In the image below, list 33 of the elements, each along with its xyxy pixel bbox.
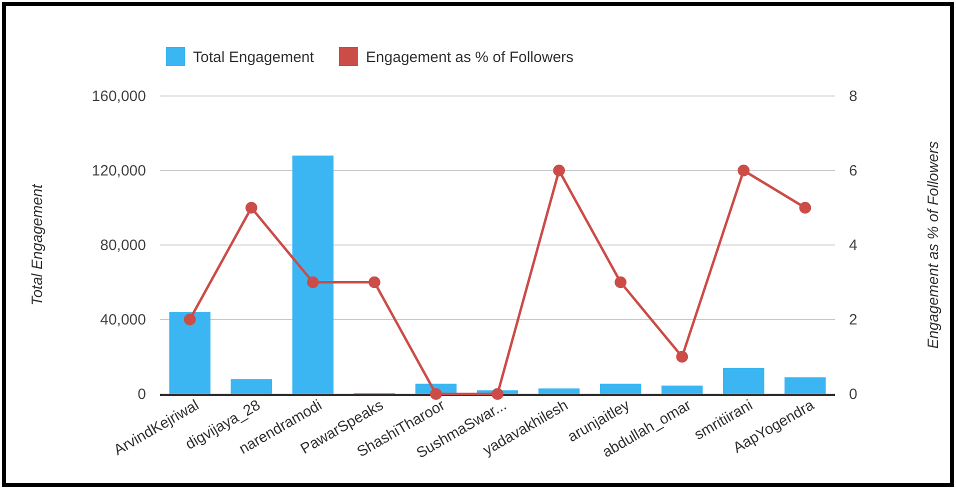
bar <box>784 377 826 394</box>
point <box>368 276 380 288</box>
y2-tick-label: 6 <box>849 162 858 180</box>
legend-label: Total Engagement <box>193 49 315 66</box>
y2-axis-title: Engagement as % of Followers <box>925 140 942 349</box>
point <box>738 164 750 176</box>
bar <box>661 386 703 394</box>
bar <box>723 368 764 394</box>
bar <box>169 312 210 394</box>
bar <box>230 379 272 394</box>
bar <box>600 384 642 394</box>
point <box>799 202 812 214</box>
point <box>553 164 565 176</box>
point <box>492 388 504 400</box>
y2-tick-label: 2 <box>849 311 858 328</box>
y-tick-label: 160,000 <box>92 88 146 105</box>
point <box>245 202 258 214</box>
point <box>306 276 319 288</box>
point <box>184 314 196 326</box>
y2-tick-label: 0 <box>849 386 858 403</box>
point <box>614 276 626 288</box>
y2-tick-label: 8 <box>849 88 858 105</box>
y-tick-label: 40,000 <box>100 311 146 328</box>
y-tick-label: 120,000 <box>92 162 146 180</box>
y-axis-title: Total Engagement <box>29 184 46 306</box>
y-tick-label: 0 <box>138 386 146 403</box>
y-tick-label: 80,000 <box>100 236 146 254</box>
y2-tick-label: 4 <box>849 236 858 254</box>
bar <box>292 156 334 394</box>
legend-label: Engagement as % of Followers <box>366 49 574 66</box>
point <box>430 388 442 400</box>
point <box>676 350 688 363</box>
bar <box>538 388 580 394</box>
